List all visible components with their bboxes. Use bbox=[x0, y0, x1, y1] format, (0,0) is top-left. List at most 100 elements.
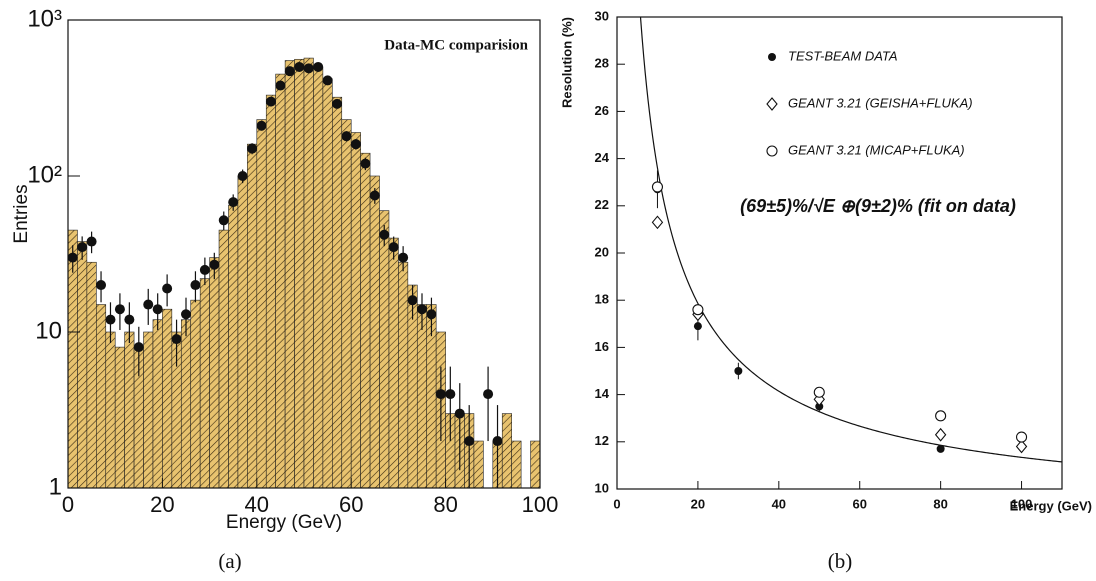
plot-frame bbox=[67, 19, 541, 489]
histogram-bar bbox=[341, 119, 352, 488]
data-point bbox=[237, 171, 248, 181]
data-point bbox=[68, 252, 78, 263]
histogram-bar bbox=[303, 57, 314, 488]
y-tick-label: 10 bbox=[35, 317, 62, 344]
x-tick-label: 0 bbox=[62, 492, 74, 517]
data-point bbox=[398, 252, 409, 263]
histogram-bar bbox=[190, 299, 201, 488]
legend-label: GEANT 3.21 (MICAP+FLUKA) bbox=[788, 142, 965, 157]
data-point bbox=[417, 304, 427, 315]
histogram-bar bbox=[501, 413, 512, 488]
data-point bbox=[464, 436, 475, 447]
plot-area bbox=[68, 57, 540, 488]
histogram-bar bbox=[360, 152, 371, 488]
x-tick-label: 40 bbox=[245, 492, 269, 517]
x-tick-label: 80 bbox=[433, 492, 457, 517]
data-point bbox=[265, 96, 276, 107]
data-point bbox=[181, 309, 191, 320]
histogram-bar bbox=[105, 331, 116, 488]
data-point bbox=[935, 410, 947, 422]
plot-area bbox=[639, 17, 1062, 463]
data-point bbox=[360, 158, 371, 169]
legend-marker bbox=[766, 97, 778, 111]
histogram-bar bbox=[332, 96, 343, 488]
histogram-bar bbox=[398, 261, 409, 488]
histogram-bar bbox=[284, 60, 295, 488]
data-point bbox=[435, 389, 446, 400]
data-point bbox=[1015, 439, 1028, 454]
histogram-bar bbox=[124, 331, 135, 488]
y-tick-label: 26 bbox=[595, 103, 609, 118]
data-point bbox=[813, 386, 825, 398]
histogram-bar bbox=[199, 278, 210, 488]
data-point bbox=[86, 236, 97, 247]
data-point bbox=[1015, 431, 1028, 443]
x-tick-label: 100 bbox=[522, 492, 559, 517]
y-tick-label: 28 bbox=[595, 56, 609, 71]
histogram-bar bbox=[416, 304, 428, 488]
histogram-bar bbox=[152, 319, 163, 488]
data-point bbox=[209, 259, 220, 270]
y-tick-label: 10³ bbox=[27, 5, 62, 32]
histogram-bar bbox=[256, 119, 267, 488]
data-point bbox=[815, 402, 824, 411]
y-tick-label: 18 bbox=[595, 292, 609, 307]
x-tick-label: 20 bbox=[691, 496, 705, 511]
data-point bbox=[162, 283, 173, 294]
y-axis-label: Resolution (%) bbox=[559, 17, 574, 108]
y-tick-label: 1 bbox=[49, 473, 62, 500]
data-point bbox=[294, 61, 305, 72]
x-tick-label: 20 bbox=[150, 492, 174, 517]
data-point bbox=[275, 80, 286, 91]
x-axis-label: Energy (GeV) bbox=[226, 512, 342, 533]
data-point bbox=[734, 367, 743, 375]
histogram-bar bbox=[96, 304, 107, 488]
data-point bbox=[96, 280, 107, 291]
data-point bbox=[303, 63, 314, 74]
histogram-bar bbox=[369, 175, 380, 488]
data-point bbox=[152, 304, 163, 315]
x-tick-label: 0 bbox=[613, 496, 620, 511]
y-tick-label: 14 bbox=[595, 386, 610, 401]
histogram-bar bbox=[228, 204, 239, 488]
data-point bbox=[492, 436, 503, 447]
legend-marker bbox=[768, 53, 776, 61]
data-point bbox=[445, 389, 456, 400]
data-point bbox=[322, 75, 333, 86]
x-axis-label: Energy (GeV) bbox=[1010, 498, 1092, 513]
histogram-bar bbox=[247, 143, 258, 488]
data-point bbox=[651, 215, 664, 230]
y-tick-label: 10² bbox=[27, 161, 62, 188]
data-point bbox=[369, 190, 380, 201]
data-point bbox=[934, 427, 947, 442]
data-point bbox=[350, 139, 361, 150]
data-point bbox=[693, 322, 702, 331]
y-tick-label: 24 bbox=[595, 150, 610, 165]
data-point bbox=[313, 61, 324, 72]
histogram-bar bbox=[379, 210, 390, 488]
data-point bbox=[454, 408, 465, 419]
data-point bbox=[218, 215, 229, 226]
data-point bbox=[114, 304, 125, 315]
data-point bbox=[388, 242, 399, 253]
data-point bbox=[341, 131, 352, 142]
histogram-bar bbox=[322, 78, 333, 488]
y-tick-label: 10 bbox=[595, 480, 609, 495]
histogram-bar bbox=[143, 331, 154, 488]
data-point bbox=[133, 342, 144, 353]
y-tick-label: 20 bbox=[595, 244, 609, 259]
chart-title: Data-MC comparision bbox=[384, 37, 528, 53]
histogram-bar bbox=[313, 66, 324, 488]
y-tick-label: 12 bbox=[595, 433, 609, 448]
x-tick-label: 80 bbox=[933, 496, 947, 511]
y-tick-label: 30 bbox=[595, 8, 609, 23]
data-point bbox=[256, 120, 267, 131]
caption: (b) bbox=[828, 549, 853, 573]
histogram-bar bbox=[350, 132, 361, 488]
histogram-bar bbox=[209, 257, 220, 488]
x-tick-label: 100 bbox=[1011, 496, 1033, 511]
histogram-bar bbox=[511, 440, 522, 488]
data-point bbox=[936, 444, 945, 453]
x-tick-label: 60 bbox=[339, 492, 363, 517]
